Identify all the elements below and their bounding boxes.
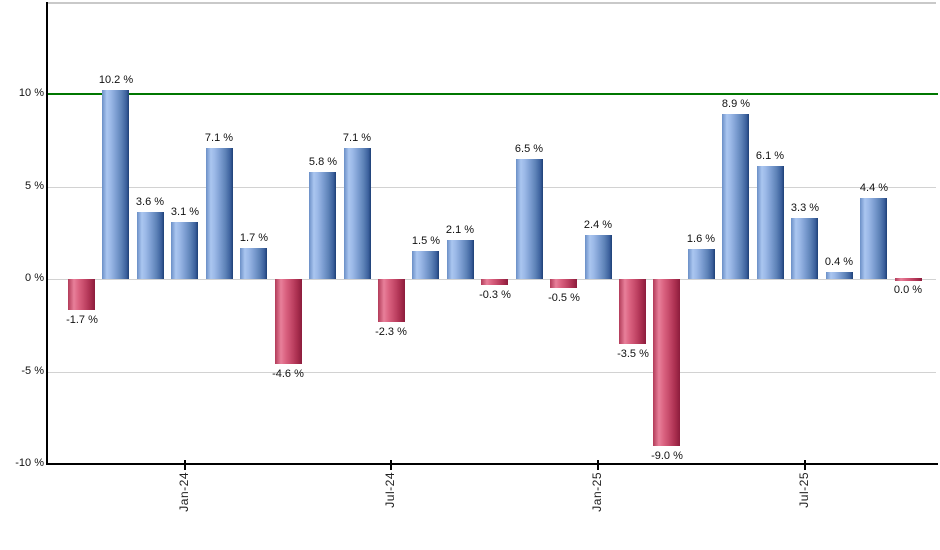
gridline-5: [48, 187, 936, 188]
bar-2: [102, 90, 129, 279]
bar-value-label-23: 0.4 %: [824, 256, 854, 268]
bar-1: [68, 279, 95, 310]
x-axis-tick-Jul-24: [390, 460, 392, 470]
bar-value-label-20: 8.9 %: [721, 98, 751, 110]
x-axis-tick-Jul-25: [804, 460, 806, 470]
bar-value-label-18: -9.0 %: [651, 450, 683, 462]
bar-value-label-22: 3.3 %: [790, 202, 820, 214]
gridline--5: [48, 372, 936, 373]
bar-9: [344, 148, 371, 279]
bar-value-label-25: 0.0 %: [893, 284, 923, 296]
bar-3: [137, 212, 164, 279]
bar-8: [309, 172, 336, 279]
bar-22: [791, 218, 818, 279]
x-axis-line: [46, 463, 938, 465]
bar-value-label-14: 6.5 %: [514, 143, 544, 155]
bar-value-label-6: 1.7 %: [239, 232, 269, 244]
bar-value-label-24: 4.4 %: [859, 182, 889, 194]
bar-6: [240, 248, 267, 279]
bar-value-label-5: 7.1 %: [204, 132, 234, 144]
reference-line-10pct: [48, 93, 938, 95]
bar-20: [722, 114, 749, 279]
bar-value-label-21: 6.1 %: [755, 150, 785, 162]
x-axis-label-Jul-24: Jul-24: [383, 472, 397, 508]
bar-value-label-1: -1.7 %: [66, 314, 98, 326]
y-axis-label-10%: 10 %: [18, 87, 44, 99]
y-axis-label--10%: -10 %: [15, 457, 44, 469]
bar-14: [516, 159, 543, 279]
bar-value-label-11: 1.5 %: [411, 235, 441, 247]
x-axis-label-Jan-24: Jan-24: [177, 472, 191, 512]
y-axis-line: [46, 2, 48, 465]
bar-10: [378, 279, 405, 322]
bar-value-label-16: 2.4 %: [583, 219, 613, 231]
bar-21: [757, 166, 784, 279]
bar-value-label-4: 3.1 %: [170, 206, 200, 218]
y-axis-label--5%: -5 %: [21, 365, 44, 377]
bar-17: [619, 279, 646, 344]
bar-value-label-3: 3.6 %: [135, 196, 165, 208]
x-axis-label-Jan-25: Jan-25: [590, 472, 604, 512]
bar-value-label-7: -4.6 %: [272, 368, 304, 380]
bar-16: [585, 235, 612, 279]
bar-value-label-10: -2.3 %: [375, 326, 407, 338]
y-axis-label-0%: 0 %: [25, 272, 44, 284]
bar-value-label-13: -0.3 %: [479, 289, 511, 301]
bar-value-label-9: 7.1 %: [342, 132, 372, 144]
bar-25: [895, 278, 922, 281]
x-axis-tick-Jan-24: [184, 460, 186, 470]
y-axis-label-5%: 5 %: [25, 180, 44, 192]
bar-11: [412, 251, 439, 279]
bar-value-label-8: 5.8 %: [308, 156, 338, 168]
bar-value-label-12: 2.1 %: [445, 224, 475, 236]
bar-12: [447, 240, 474, 279]
bar-value-label-17: -3.5 %: [617, 348, 649, 360]
plot-top-border: [46, 2, 936, 4]
x-axis-tick-Jan-25: [597, 460, 599, 470]
bar-5: [206, 148, 233, 279]
bar-15: [550, 279, 577, 288]
bar-7: [275, 279, 302, 364]
bar-13: [481, 279, 508, 285]
bar-value-label-19: 1.6 %: [686, 233, 716, 245]
x-axis-label-Jul-25: Jul-25: [797, 472, 811, 508]
bar-23: [826, 272, 853, 279]
bar-18: [653, 279, 680, 446]
bar-19: [688, 249, 715, 279]
bar-4: [171, 222, 198, 279]
bar-24: [860, 198, 887, 279]
bar-value-label-2: 10.2 %: [98, 74, 134, 86]
bar-value-label-15: -0.5 %: [548, 292, 580, 304]
